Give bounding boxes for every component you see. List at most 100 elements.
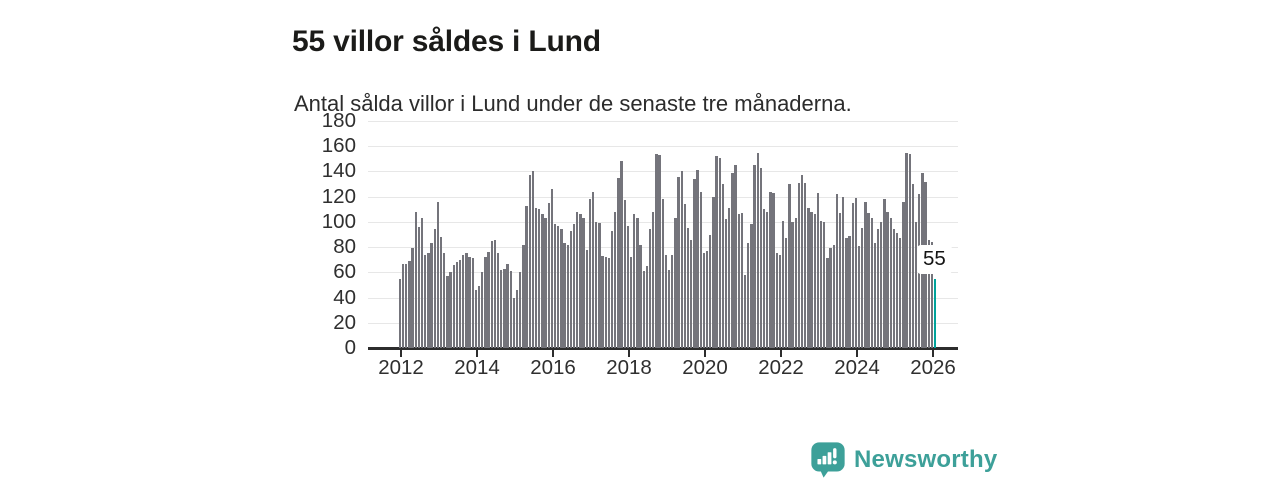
bar (598, 223, 601, 348)
y-tick-label: 140 (321, 159, 356, 183)
bar (417, 226, 421, 348)
bar (854, 197, 858, 348)
bar (585, 249, 588, 348)
bar (582, 218, 585, 348)
bar (420, 218, 424, 348)
y-tick-label: 120 (321, 184, 356, 208)
bar (509, 271, 512, 348)
bar (484, 257, 487, 348)
bar (819, 220, 823, 348)
bar (430, 243, 433, 348)
bar (515, 290, 519, 348)
chart-subtitle: Antal sålda villor i Lund under de senas… (294, 91, 852, 116)
x-tick (552, 350, 554, 357)
bar (528, 175, 531, 348)
bar (867, 213, 870, 348)
bar (595, 221, 598, 348)
last-value-label: 55 (917, 245, 952, 274)
bar (804, 182, 807, 348)
bar (677, 176, 680, 348)
x-tick-label: 2026 (910, 356, 956, 379)
bar (449, 272, 452, 348)
bar (753, 165, 756, 348)
bar (724, 219, 728, 348)
bar (800, 175, 804, 348)
bar (525, 205, 528, 348)
bar (506, 263, 509, 348)
bar (642, 271, 645, 348)
bar (886, 211, 889, 348)
bar (750, 224, 753, 348)
bar (832, 244, 835, 348)
bar (667, 269, 671, 348)
bar (712, 196, 715, 348)
bar (674, 218, 677, 348)
bar (914, 221, 918, 348)
bar (848, 235, 851, 348)
bar (718, 157, 721, 348)
bar (721, 184, 725, 348)
bar (496, 253, 500, 348)
bar (576, 211, 579, 348)
bar (908, 153, 911, 348)
bar (797, 182, 801, 348)
bar (902, 201, 905, 348)
bar (557, 225, 560, 348)
brand-name: Newsworthy (854, 446, 998, 473)
bar (838, 213, 842, 348)
bar (927, 239, 930, 348)
bar (493, 239, 497, 348)
bar (876, 229, 880, 348)
gridline (368, 196, 958, 198)
bar (873, 243, 877, 348)
bar (731, 172, 734, 348)
bar (398, 278, 402, 348)
x-tick-label: 2014 (454, 356, 500, 379)
bar (547, 202, 550, 348)
bar (743, 274, 747, 348)
bar (579, 214, 582, 348)
bar (566, 244, 569, 348)
bar (541, 214, 544, 348)
bar (414, 211, 417, 348)
bar (455, 262, 459, 348)
bar (534, 208, 538, 348)
bar (538, 209, 541, 348)
bar (759, 167, 763, 348)
bar (826, 258, 829, 348)
bar (623, 200, 626, 348)
bar (553, 224, 557, 348)
bar (911, 184, 915, 348)
newsworthy-speech-bubble-chart-icon (811, 442, 845, 478)
bar (715, 156, 718, 348)
bar (560, 229, 563, 348)
bar (740, 213, 744, 348)
bar (481, 272, 484, 348)
bar (436, 201, 440, 348)
bar (500, 269, 503, 348)
x-tick (476, 350, 478, 357)
bar (864, 201, 867, 348)
bar (474, 290, 478, 348)
bar (785, 238, 788, 348)
x-tick (628, 350, 630, 357)
bar (550, 189, 554, 348)
bar (671, 254, 674, 348)
y-tick-label: 100 (321, 209, 356, 233)
bar (807, 208, 810, 348)
bar (823, 221, 826, 348)
bar (794, 218, 797, 348)
x-tick (932, 350, 934, 357)
x-tick (704, 350, 706, 357)
bar (401, 263, 405, 348)
bar (747, 243, 750, 348)
bar (544, 218, 547, 348)
bar (851, 202, 854, 348)
bar (680, 171, 683, 348)
bar (522, 244, 525, 348)
branding: Newsworthy (811, 442, 997, 478)
bar (411, 248, 414, 348)
bar (512, 297, 516, 348)
x-tick-label: 2012 (378, 356, 424, 379)
bar (686, 228, 690, 348)
